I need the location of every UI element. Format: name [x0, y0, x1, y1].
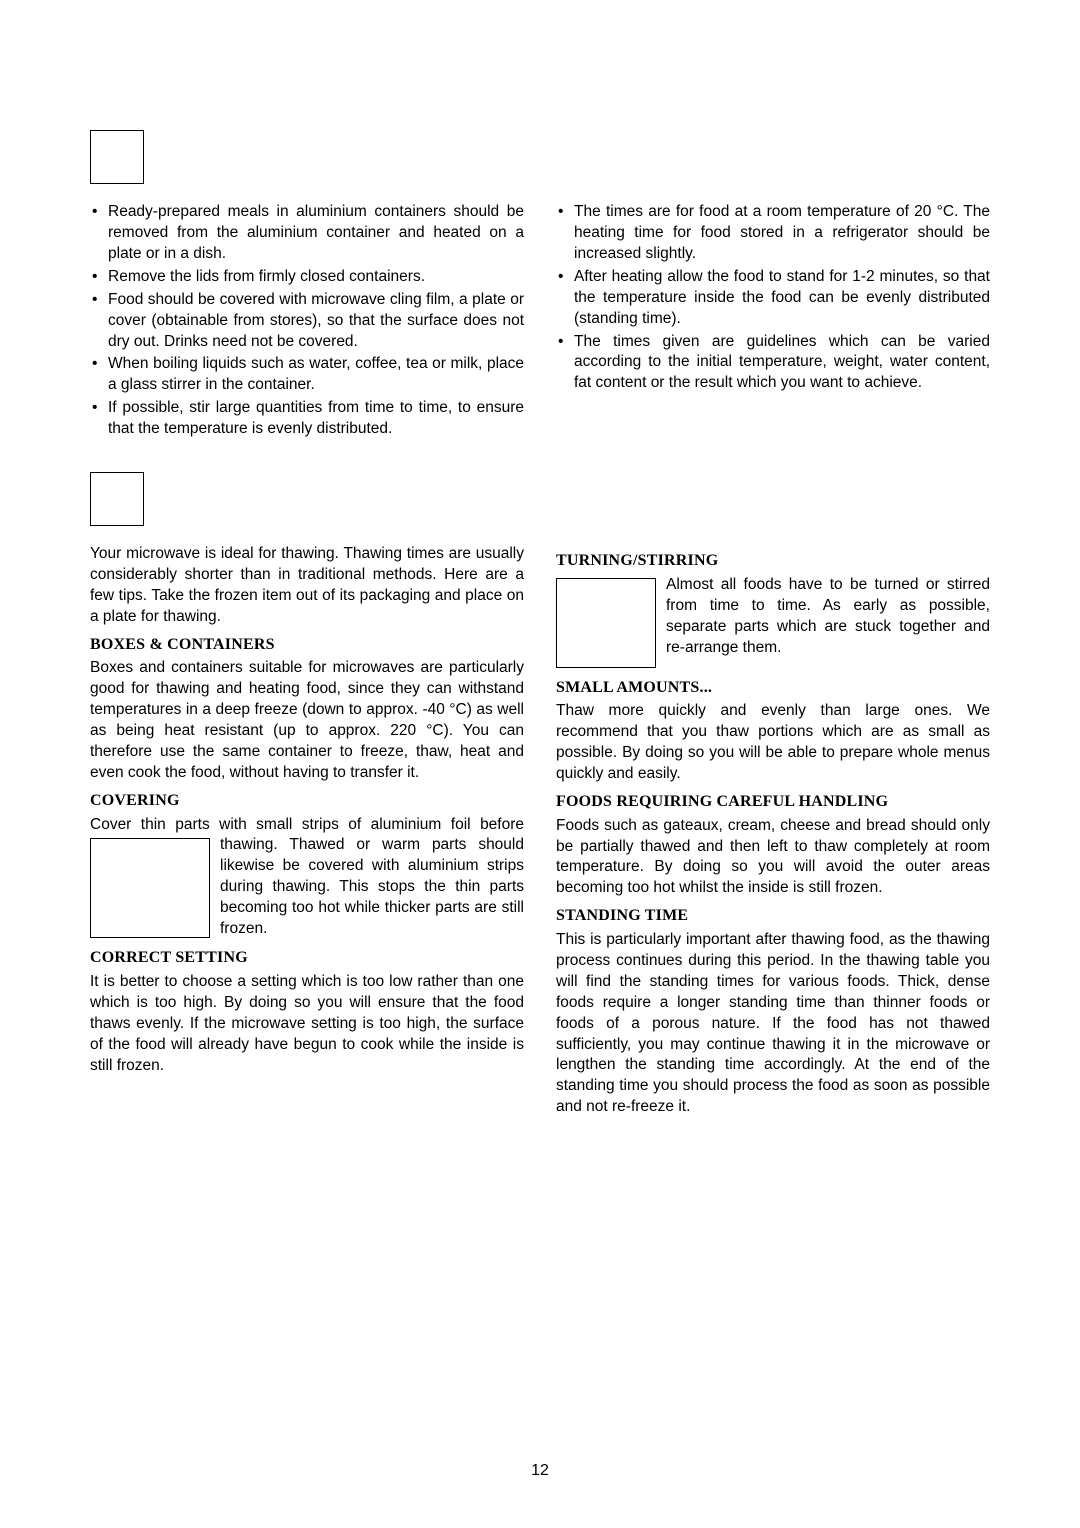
heading-turning: TURNING/STIRRING: [556, 550, 990, 572]
list-item: Ready-prepared meals in aluminium contai…: [90, 202, 524, 265]
section-2: Your microwave is ideal for thawing. Tha…: [90, 472, 990, 1118]
list-item: The times are for food at a room tempera…: [556, 202, 990, 265]
list-item: Food should be covered with microwave cl…: [90, 290, 524, 353]
section-2-left-col: Your microwave is ideal for thawing. Tha…: [90, 544, 524, 1118]
section-1-right-col: The times are for food at a room tempera…: [556, 202, 990, 442]
image-placeholder-icon: [556, 578, 656, 668]
heading-standing-time: STANDING TIME: [556, 905, 990, 927]
paragraph-small-amounts: Thaw more quickly and evenly than large …: [556, 701, 990, 785]
heading-covering: COVERING: [90, 790, 524, 812]
section-2-right-col: TURNING/STIRRING Almost all foods have t…: [556, 544, 990, 1118]
covering-body-text: before thawing. Thawed or warm parts sho…: [220, 816, 524, 938]
list-item: Remove the lids from firmly closed conta…: [90, 267, 524, 288]
section-1: Ready-prepared meals in aluminium contai…: [90, 130, 990, 442]
image-placeholder-icon: [90, 838, 210, 938]
list-item: The times given are guidelines which can…: [556, 332, 990, 395]
placeholder-icon: [90, 130, 144, 184]
paragraph-correct-setting: It is better to choose a setting which i…: [90, 972, 524, 1077]
section-1-columns: Ready-prepared meals in aluminium contai…: [90, 202, 990, 442]
paragraph-standing-time: This is particularly important after tha…: [556, 930, 990, 1118]
paragraph-covering: Cover thin parts with small strips of al…: [90, 815, 524, 942]
list-item: If possible, stir large quantities from …: [90, 398, 524, 440]
turning-body-text: Almost all foods have to be turned or st…: [666, 576, 990, 656]
placeholder-icon: [90, 472, 144, 526]
heading-boxes: BOXES & CONTAINERS: [90, 634, 524, 656]
paragraph-turning: Almost all foods have to be turned or st…: [556, 575, 990, 671]
paragraph-boxes: Boxes and containers suitable for microw…: [90, 658, 524, 784]
left-bullet-list: Ready-prepared meals in aluminium contai…: [90, 202, 524, 440]
section-1-left-col: Ready-prepared meals in aluminium contai…: [90, 202, 524, 442]
heading-correct-setting: CORRECT SETTING: [90, 947, 524, 969]
heading-careful-handling: FOODS REQUIRING CAREFUL HANDLING: [556, 791, 990, 813]
page-number: 12: [0, 1462, 1080, 1480]
right-bullet-list: The times are for food at a room tempera…: [556, 202, 990, 394]
intro-paragraph: Your microwave is ideal for thawing. Tha…: [90, 544, 524, 628]
heading-small-amounts: SMALL AMOUNTS...: [556, 677, 990, 699]
covering-intro-text: Cover thin parts with small strips of al…: [90, 816, 471, 833]
section-2-columns: Your microwave is ideal for thawing. Tha…: [90, 544, 990, 1118]
list-item: When boiling liquids such as water, coff…: [90, 354, 524, 396]
list-item: After heating allow the food to stand fo…: [556, 267, 990, 330]
paragraph-careful-handling: Foods such as gateaux, cream, cheese and…: [556, 816, 990, 900]
